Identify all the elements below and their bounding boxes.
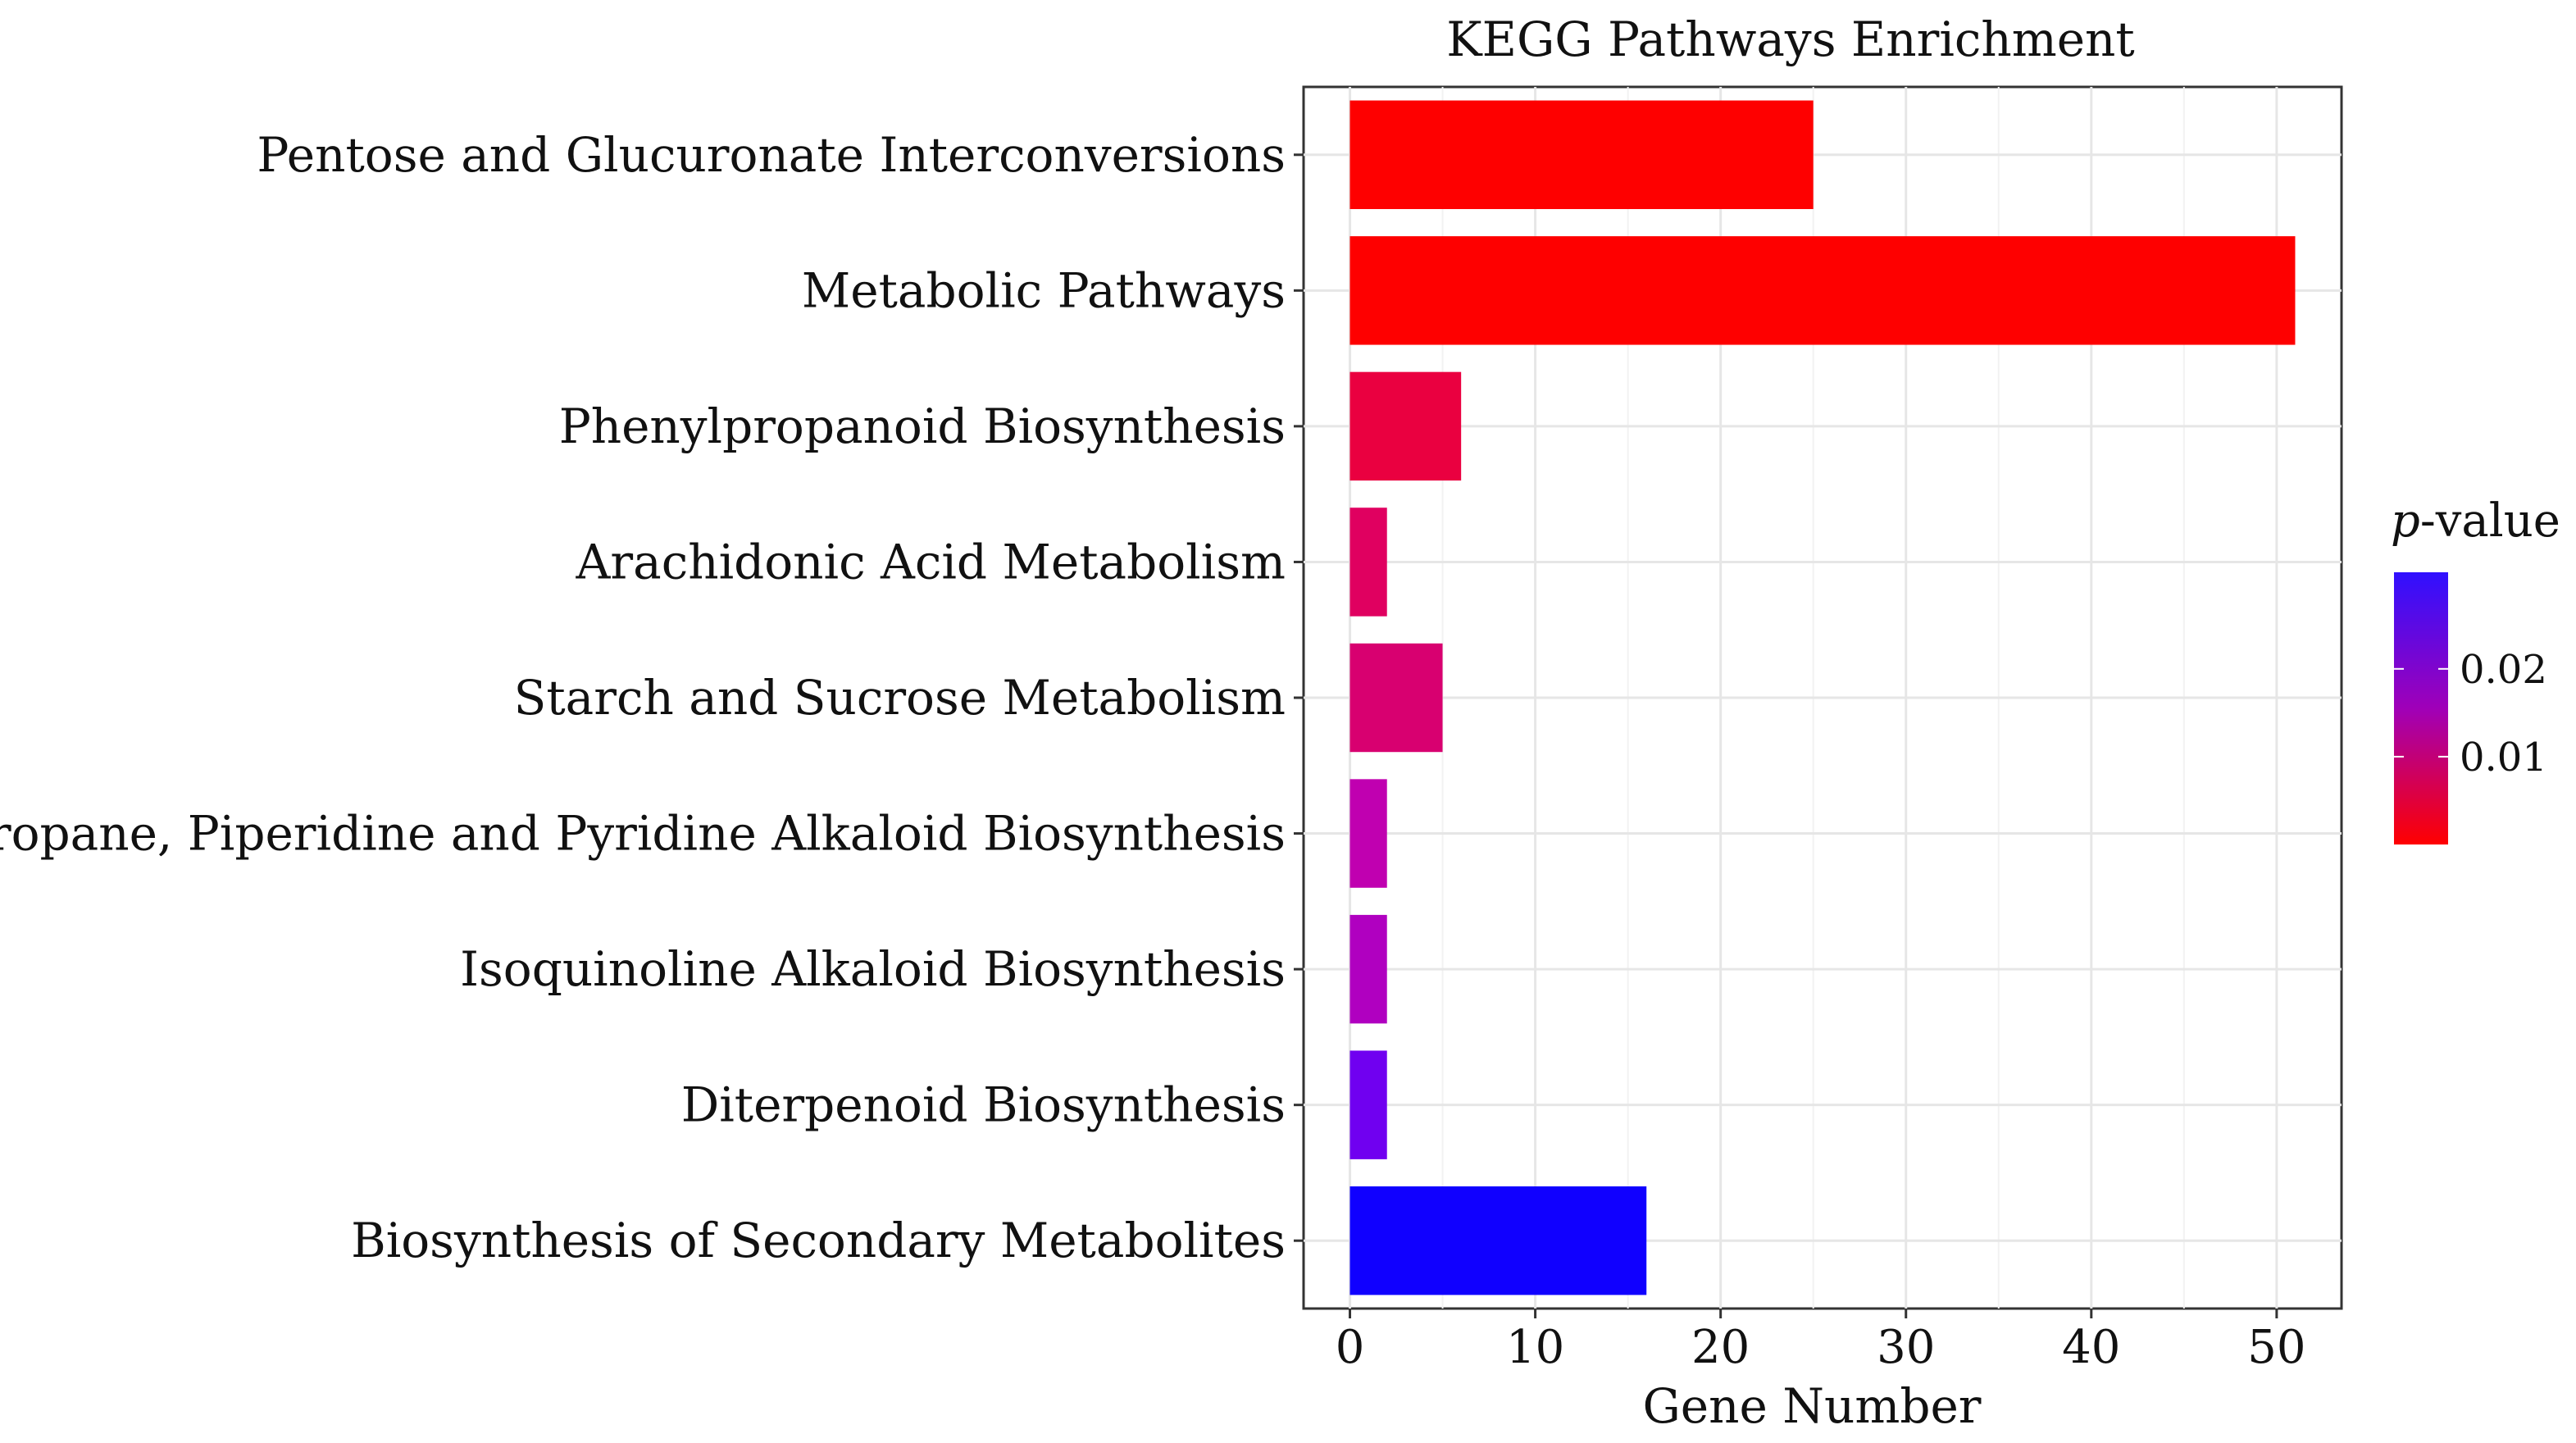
y-tick-label: Phenylpropanoid Biosynthesis <box>559 398 1286 454</box>
y-tick-label: Pentose and Glucuronate Interconversions <box>257 127 1286 183</box>
x-axis-title: Gene Number <box>1642 1378 1981 1434</box>
bar <box>1349 100 1814 209</box>
colorbar-tick-label: 0.02 <box>2460 647 2547 693</box>
bar <box>1349 914 1387 1024</box>
y-tick-label: Diterpenoid Biosynthesis <box>681 1077 1286 1133</box>
colorbar-tick-label: 0.01 <box>2460 735 2547 781</box>
y-tick-label: Starch and Sucrose Metabolism <box>514 670 1286 726</box>
bar <box>1349 508 1387 617</box>
bar <box>1349 779 1387 888</box>
y-tick-label: Arachidonic Acid Metabolism <box>576 534 1286 589</box>
colorbar-legend: p-value 0.02 0.01 <box>2391 494 2560 844</box>
bar <box>1349 1050 1387 1159</box>
bars <box>1349 100 2296 1295</box>
colorbar-gradient <box>2394 572 2448 844</box>
bar <box>1349 371 1462 481</box>
x-tick-label: 10 <box>1506 1321 1564 1374</box>
bar <box>1349 1186 1647 1295</box>
x-tick-label: 50 <box>2247 1321 2305 1374</box>
y-tick-label: Metabolic Pathways <box>802 262 1286 318</box>
colorbar-title-italic: p <box>2391 494 2420 548</box>
x-tick-label: 20 <box>1691 1321 1750 1374</box>
colorbar-ticks: 0.02 0.01 <box>2394 647 2547 781</box>
x-tick-label: 40 <box>2062 1321 2120 1374</box>
x-axis: 0 10 20 30 40 50 <box>1336 1309 2306 1374</box>
bar <box>1349 236 2296 345</box>
colorbar-title-rest: -value <box>2420 494 2560 548</box>
y-tick-label: Isoquinoline Alkaloid Biosynthesis <box>460 941 1286 997</box>
y-axis: Pentose and Glucuronate Interconversions… <box>0 127 1304 1268</box>
x-tick-label: 0 <box>1336 1321 1365 1374</box>
chart-title: KEGG Pathways Enrichment <box>1446 11 2134 67</box>
x-tick-label: 30 <box>1877 1321 1935 1374</box>
y-tick-label: Biosynthesis of Secondary Metabolites <box>351 1213 1286 1268</box>
colorbar-title: p-value <box>2391 494 2560 548</box>
y-tick-label: Tropane, Piperidine and Pyridine Alkaloi… <box>0 806 1286 862</box>
bar <box>1349 643 1443 753</box>
